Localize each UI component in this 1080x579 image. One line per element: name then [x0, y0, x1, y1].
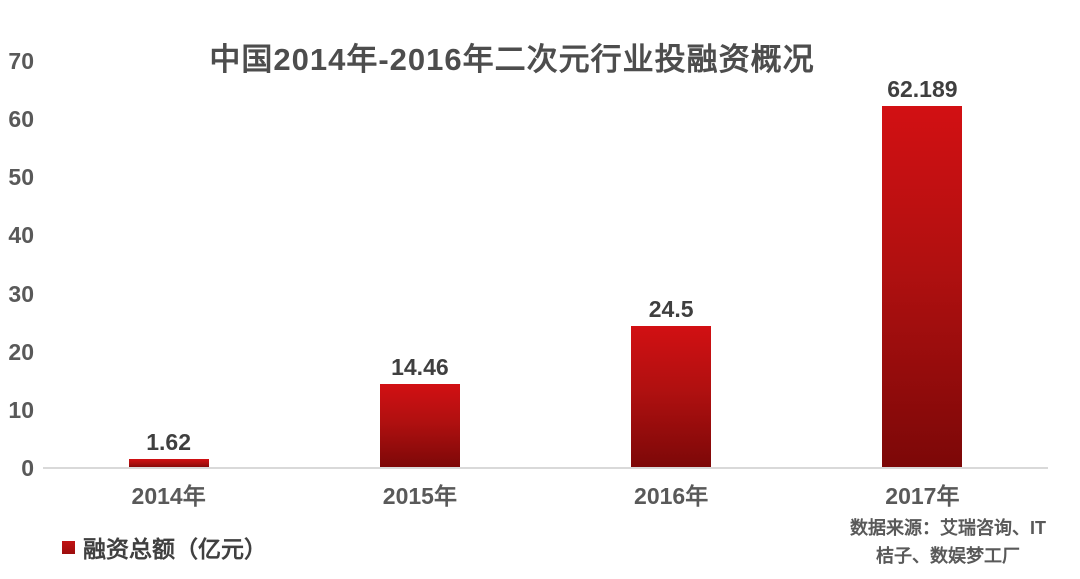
x-axis-label: 2017年 [885, 483, 960, 509]
y-tick-label: 60 [8, 106, 34, 133]
y-tick-label: 40 [8, 222, 34, 249]
source-note-line2: 桔子、数娱梦工厂 [876, 546, 1020, 566]
bar-value-label: 24.5 [648, 295, 694, 322]
bar-value-label: 62.189 [887, 76, 958, 103]
y-tick-label: 50 [8, 164, 34, 191]
source-note-line1: 数据来源：艾瑞咨询、IT [850, 518, 1046, 538]
legend: 融资总额（亿元） [62, 530, 267, 564]
y-tick-label: 20 [8, 338, 34, 365]
x-axis-label: 2014年 [131, 483, 206, 509]
x-axis-label: 2015年 [382, 483, 457, 509]
x-axis-line [43, 467, 1048, 469]
source-note: 数据来源：艾瑞咨询、IT 桔子、数娱梦工厂 [818, 514, 1078, 570]
bar-value-label: 14.46 [391, 353, 449, 380]
y-axis: 0 10 20 30 40 50 60 70 [0, 48, 34, 481]
y-tick-label: 70 [8, 48, 34, 74]
y-tick-label: 30 [8, 280, 34, 307]
bar-2016年 [631, 325, 712, 468]
bar-value-label: 1.62 [146, 428, 191, 455]
bar-2017年 [882, 106, 963, 468]
x-axis: 2014年 2015年 2016年 2017年 [43, 482, 1048, 512]
y-tick-label: 0 [21, 455, 34, 481]
legend-marker-icon [62, 540, 75, 554]
x-axis-label: 2016年 [634, 483, 709, 509]
legend-label: 融资总额（亿元） [83, 536, 267, 562]
bar-2015年 [379, 383, 460, 468]
y-tick-label: 10 [8, 396, 34, 423]
bar-2014年 [128, 458, 209, 468]
chart-title: 中国2014年-2016年二次元行业投融资概况 [209, 42, 815, 77]
plot-area: 1.62 14.46 24.5 62.189 [43, 61, 1048, 468]
